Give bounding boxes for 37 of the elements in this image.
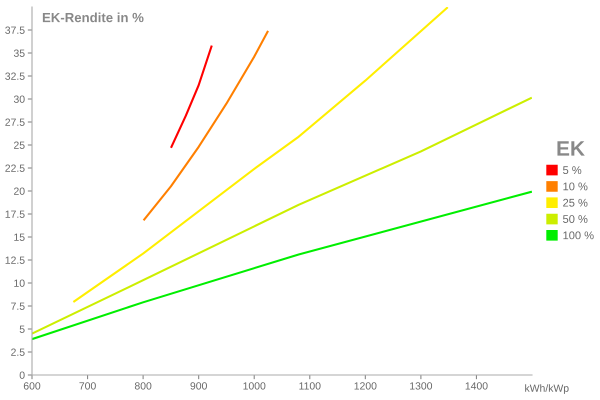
y-tick-label: 25: [14, 142, 25, 149]
y-tick-label: 5: [20, 326, 25, 333]
y-tick-label: 17.5: [6, 210, 25, 218]
y-tick-label: 37.5: [5, 26, 25, 34]
x-tick-label: 900: [190, 382, 207, 390]
x-tick-label: 1300: [410, 382, 432, 390]
legend-label: 25 %: [563, 198, 588, 207]
line-series: [32, 97, 532, 335]
line-series: [143, 30, 269, 221]
y-tick-label: 12.5: [6, 256, 25, 264]
legend-label: 10 %: [563, 182, 588, 190]
y-tick-label: 10: [14, 280, 25, 287]
x-tick-label: 1100: [299, 382, 321, 390]
x-tick-label: 1200: [354, 382, 377, 390]
y-tick-label: 2.5: [11, 348, 25, 356]
legend-label: 100 %: [563, 231, 594, 240]
x-tick-label: 700: [79, 382, 96, 390]
line-series: [170, 46, 212, 148]
y-tick-label: 30: [14, 96, 25, 103]
legend-label: 5 %: [563, 166, 582, 174]
y-tick-label: 27.5: [5, 118, 25, 126]
x-tick-label: 1400: [466, 382, 488, 390]
y-tick-label: 7.5: [11, 302, 25, 310]
x-tick-label: 600: [24, 382, 40, 390]
y-tick-label: 35: [14, 50, 25, 57]
legend-title: EK: [557, 141, 585, 156]
y-tick-label: 0: [20, 372, 25, 379]
chart-title: EK-Rendite in %: [42, 12, 144, 22]
x-axis-title: kWh/kWp: [525, 384, 569, 394]
x-tick-label: 800: [134, 382, 152, 390]
y-tick-label: 32.5: [5, 72, 25, 80]
y-tick-label: 20: [14, 188, 25, 195]
legend-label: 50 %: [563, 215, 588, 223]
line-series: [32, 190, 532, 340]
x-tick-label: 1000: [243, 382, 266, 390]
y-tick-label: 15: [14, 234, 25, 241]
y-tick-label: 22.5: [5, 164, 25, 172]
